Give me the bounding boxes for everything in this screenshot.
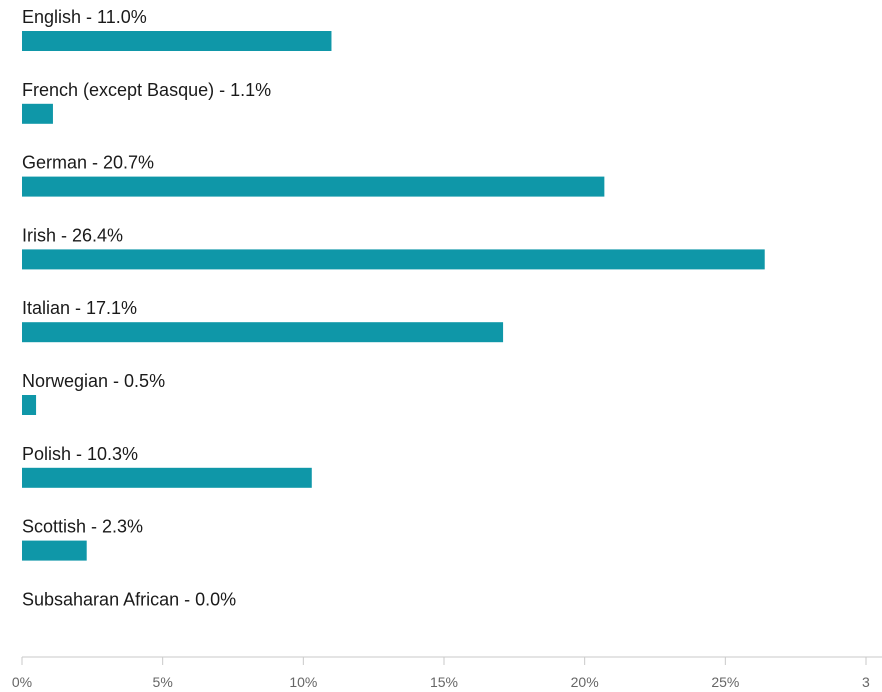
bar <box>22 176 605 197</box>
bar-label: Scottish - 2.3% <box>22 517 143 537</box>
x-tick-label: 15% <box>430 674 458 690</box>
bar <box>22 467 312 488</box>
bar-label: English - 11.0% <box>22 7 147 27</box>
bar <box>22 103 53 124</box>
category-labels: English - 11.0% French (except Basque) - … <box>22 7 271 609</box>
bar-label: German - 20.7% <box>22 153 154 173</box>
x-axis-ticks: 0% 5% 10% 15% 20% 25% 3 <box>12 657 870 690</box>
bar-label: Italian - 17.1% <box>22 298 137 318</box>
bar-label: French (except Basque) - 1.1% <box>22 80 271 100</box>
bar-label: Norwegian - 0.5% <box>22 371 165 391</box>
bar <box>22 395 37 415</box>
bar-label: Irish - 26.4% <box>22 225 123 245</box>
bar <box>22 31 332 51</box>
bar <box>22 322 504 343</box>
x-tick-label: 25% <box>711 674 739 690</box>
x-tick-label: 20% <box>571 674 599 690</box>
bar <box>22 540 87 561</box>
x-tick-label: 3 <box>862 674 870 690</box>
x-tick-label: 5% <box>153 674 173 690</box>
x-tick-label: 0% <box>12 674 32 690</box>
bars-layer <box>22 31 765 561</box>
bar-label: Polish - 10.3% <box>22 444 138 464</box>
bar <box>22 249 765 270</box>
x-tick-label: 10% <box>289 674 317 690</box>
bar-label: Subsaharan African - 0.0% <box>22 589 236 609</box>
